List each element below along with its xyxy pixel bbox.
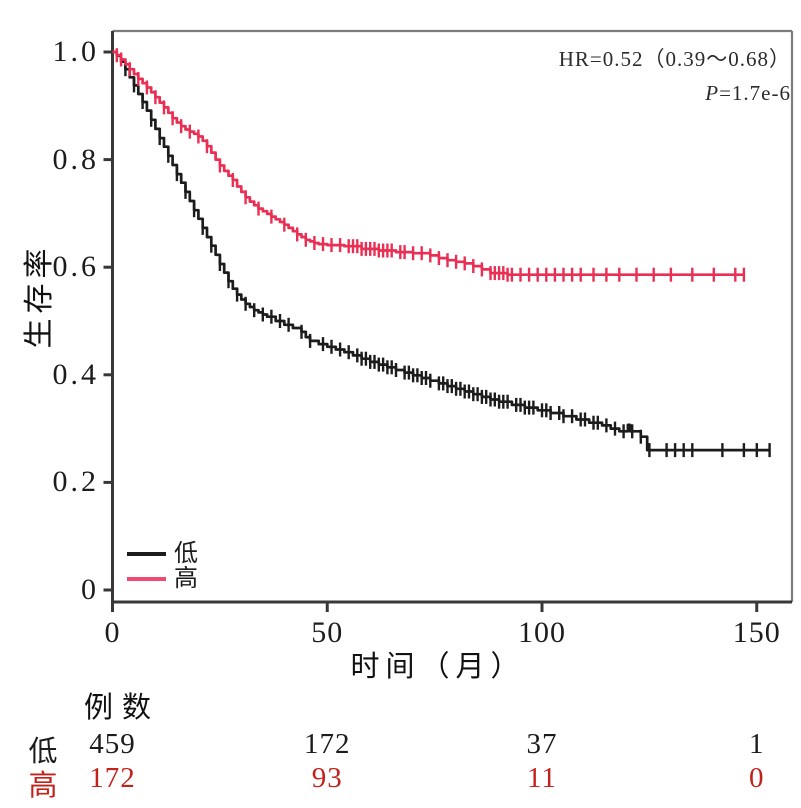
x-tick-label: 0 — [104, 616, 121, 649]
risk-count: 172 — [89, 762, 136, 794]
risk-count: 1 — [749, 728, 765, 760]
risk-count: 172 — [304, 728, 351, 760]
p-value-text: P=1.7e-6 — [559, 76, 791, 110]
x-tick-label: 150 — [732, 616, 781, 649]
risk-count: 459 — [89, 728, 136, 760]
risk-row-label: 低 — [28, 736, 58, 768]
legend-line-low-icon — [127, 551, 166, 556]
x-axis-title: 时间（月） — [350, 651, 526, 683]
risk-count: 11 — [527, 762, 557, 794]
y-tick-label: 0.4 — [52, 357, 99, 391]
legend-entry-low: 低 — [127, 541, 198, 566]
risk-row-label: 高 — [28, 770, 58, 802]
legend: 低 高 — [127, 541, 198, 591]
y-tick-label: 0 — [81, 573, 99, 606]
hr-annotation: HR=0.52（0.39～0.68） P=1.7e-6 — [559, 42, 791, 110]
x-tick-label: 50 — [311, 616, 344, 649]
y-tick-label: 1.0 — [52, 35, 99, 68]
risk-count: 93 — [311, 762, 343, 794]
y-tick-label: 0.2 — [52, 465, 99, 499]
legend-label-high: 高 — [174, 565, 198, 592]
risk-count: 0 — [749, 762, 765, 794]
p-value: =1.7e-6 — [719, 81, 791, 105]
risk-count: 37 — [526, 728, 558, 760]
legend-line-high-icon — [127, 576, 166, 581]
y-axis-title: 生存率 — [23, 243, 56, 349]
legend-label-low: 低 — [174, 540, 198, 567]
p-symbol: P — [705, 81, 720, 105]
y-tick-label: 0.6 — [52, 250, 99, 284]
risk-table-title: 例数 — [84, 692, 161, 724]
y-tick-label: 0.8 — [52, 142, 99, 176]
hr-text: HR=0.52（0.39～0.68） — [558, 47, 791, 71]
legend-entry-high: 高 — [127, 566, 198, 591]
x-tick-label: 100 — [518, 616, 566, 649]
